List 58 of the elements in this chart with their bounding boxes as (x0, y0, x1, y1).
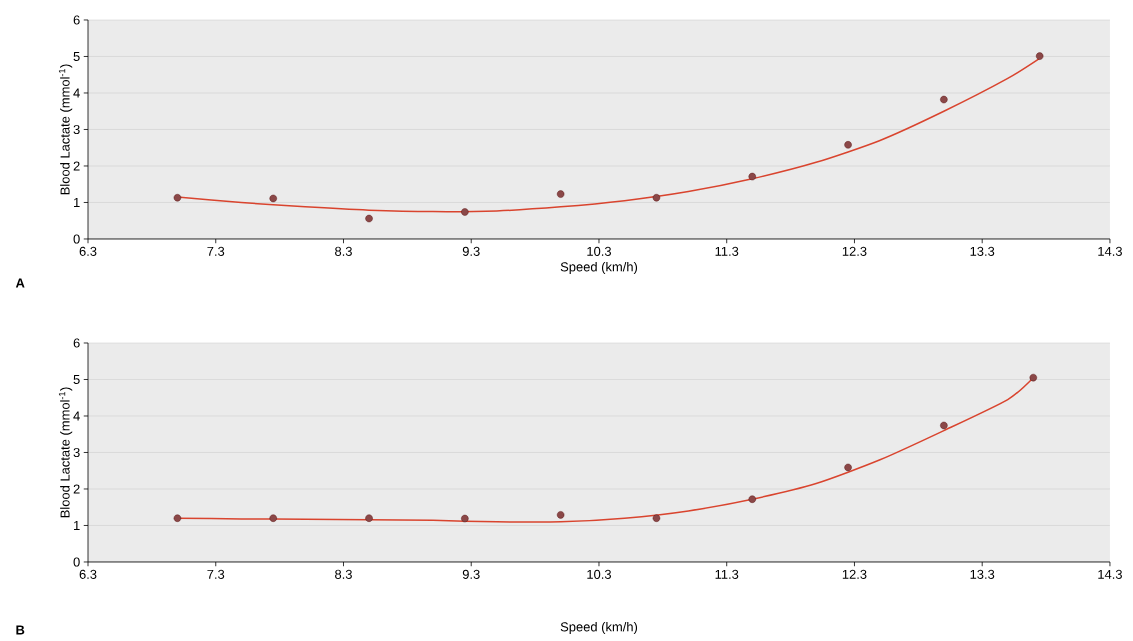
x-tick-label: 14.3 (1098, 246, 1122, 256)
x-tick-label: 7.3 (207, 246, 225, 256)
y-tick-label: 2 (73, 161, 80, 171)
point (748, 172, 756, 181)
x-axis-title: Speed (km/h) (560, 621, 638, 635)
point (365, 214, 373, 223)
y-tick-label: 1 (74, 198, 80, 207)
y-tick-label: 2 (73, 484, 80, 494)
y-axis-title: Blood Lactate (mmol$^{-1}$) (58, 387, 73, 518)
point (652, 514, 661, 522)
y-axis-title: Blood Lactate (mmol$^{-1}$) (58, 64, 73, 195)
point (173, 194, 182, 202)
y-tick-label: 3 (73, 124, 80, 135)
x-tick-label: 7.3 (207, 569, 225, 579)
point (556, 190, 565, 198)
y-tick-label: 6 (73, 338, 80, 348)
point (652, 194, 661, 202)
x-tick-label: 9.3 (462, 246, 480, 256)
point (269, 194, 277, 203)
x-axis-title: Speed (km/h) (560, 261, 638, 275)
x-tick-label: 14.3 (1098, 569, 1122, 579)
x-tick-label: 9.3 (462, 569, 480, 579)
point (844, 141, 852, 149)
x-tick-label: 8.3 (335, 569, 352, 579)
point (461, 208, 469, 216)
x-tick-label: 13.3 (970, 569, 995, 579)
point (556, 511, 565, 519)
x-tick-label: 6.3 (79, 246, 97, 256)
y-tick-label: 5 (73, 51, 80, 61)
y-tick-label: 4 (73, 411, 80, 421)
x-tick-label: 10.3 (587, 569, 612, 579)
point (940, 421, 948, 430)
y-tick-label: 0 (73, 234, 80, 244)
x-tick-label: 6.3 (79, 569, 97, 579)
y-tick-label: 4 (73, 88, 80, 98)
y-tick-label: 0 (73, 557, 80, 567)
x-tick-label: 8.3 (335, 246, 352, 256)
x-tick-label: 12.3 (842, 569, 867, 579)
text: A (15, 278, 25, 288)
point (461, 514, 469, 523)
y-tick-label: 3 (73, 447, 80, 458)
x-tick-label: 13.3 (970, 246, 995, 256)
point (1029, 373, 1037, 382)
point (844, 463, 852, 472)
point (173, 514, 182, 522)
x-tick-label: 12.3 (842, 246, 867, 256)
y-tick-label: 6 (73, 15, 80, 25)
point (940, 95, 948, 104)
point (748, 495, 756, 503)
point (365, 514, 373, 522)
x-tick-label: 10.3 (587, 246, 612, 256)
point (1035, 52, 1044, 60)
text: B (16, 625, 25, 635)
point (269, 514, 277, 522)
y-tick-label: 5 (73, 374, 80, 384)
x-tick-label: 11.3 (715, 246, 739, 256)
y-tick-label: 1 (74, 521, 80, 530)
x-tick-label: 11.3 (715, 569, 739, 579)
